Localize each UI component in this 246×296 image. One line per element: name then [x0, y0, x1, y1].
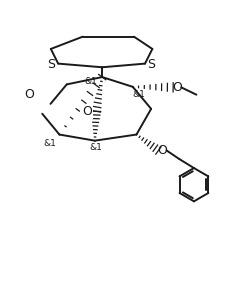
- Text: S: S: [147, 58, 155, 71]
- Text: &1: &1: [132, 90, 145, 99]
- Text: O: O: [83, 105, 92, 118]
- Text: O: O: [157, 144, 167, 157]
- Text: &1: &1: [90, 144, 103, 152]
- Text: S: S: [47, 58, 55, 71]
- Text: &1: &1: [85, 78, 98, 86]
- Text: O: O: [24, 88, 34, 101]
- Text: O: O: [172, 81, 182, 94]
- Text: &1: &1: [43, 139, 56, 148]
